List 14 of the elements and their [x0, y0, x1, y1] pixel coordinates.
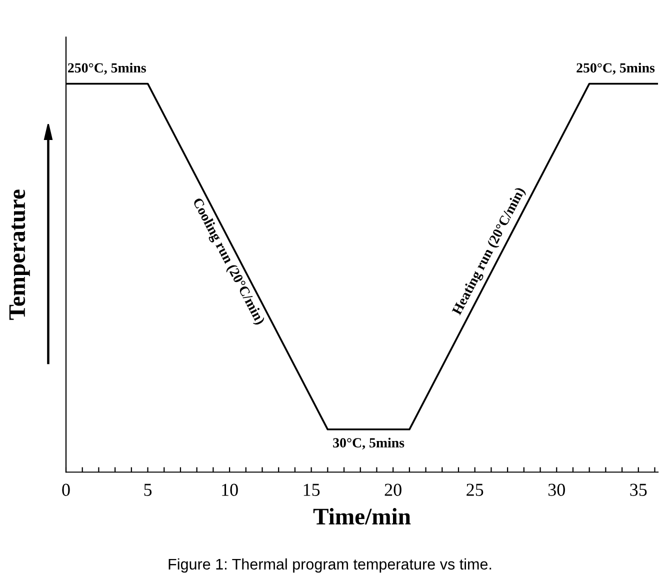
x-tick-label: 35 — [630, 484, 647, 496]
x-axis-title: Time/min — [313, 508, 411, 525]
y-axis-title: Temperature — [9, 190, 30, 320]
caption: Figure 1: Thermal program temperature vs time. — [168, 558, 492, 573]
annotation: 250°C, 5mins — [68, 62, 146, 75]
x-tick-label: 20 — [384, 484, 402, 496]
annotation: 30°C, 5mins — [333, 438, 404, 450]
x-tick-label: 30 — [548, 484, 565, 496]
x-tick-label: 5 — [144, 484, 152, 496]
annotation: 250°C, 5mins — [576, 62, 655, 75]
x-tick-label: 0 — [62, 484, 70, 496]
x-tick-label: 25 — [466, 484, 484, 496]
x-tick-label: 15 — [304, 484, 320, 496]
x-tick-label: 10 — [222, 484, 238, 496]
